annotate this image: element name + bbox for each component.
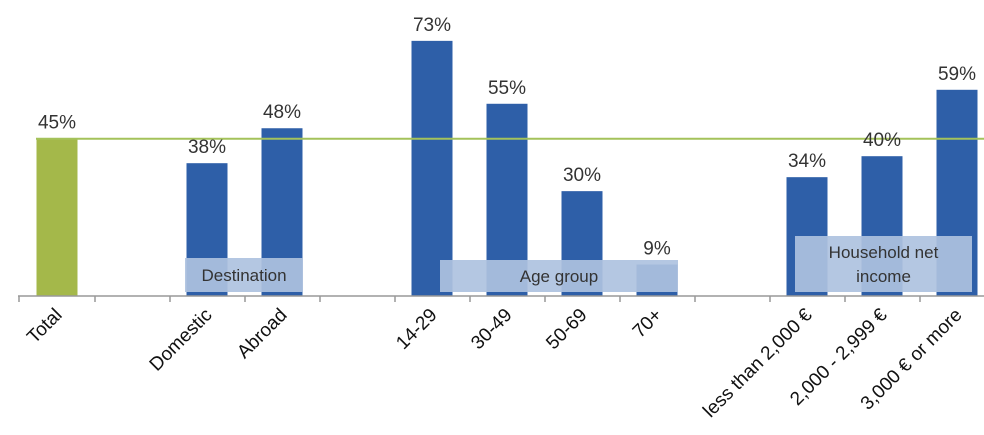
group-label-box-household-net-income xyxy=(795,236,972,292)
group-labels-layer: Destination Age group Household net income xyxy=(185,236,972,292)
group-label-box-age-group xyxy=(440,260,678,292)
value-label-domestic: 38% xyxy=(188,137,226,158)
group-label-destination: Destination xyxy=(201,266,286,285)
bar-total xyxy=(36,138,78,296)
group-label-age-group: Age group xyxy=(520,267,598,286)
value-label-total: 45% xyxy=(38,113,76,134)
group-label-household-net-income: Household net income xyxy=(829,243,939,286)
x-tick-label-domestic: Domestic xyxy=(146,305,217,376)
bar-14-29 xyxy=(411,40,453,296)
value-label-less-than-2-000-eur: 34% xyxy=(788,151,826,172)
x-tick-labels-layer: Total Domestic Abroad 14-29 30-49 50-69 70+ les… xyxy=(23,304,966,421)
value-label-30-49: 55% xyxy=(488,78,526,99)
x-tick-label-30-49: 30-49 xyxy=(467,305,516,354)
x-tick-label-14-29: 14-29 xyxy=(392,305,441,354)
value-labels-layer: 45% 38% 48% 73% 55% 30% 9% 34% 40% 59% xyxy=(38,15,976,260)
x-tick-label-total: Total xyxy=(23,305,66,348)
x-axis-ticks-layer xyxy=(18,296,921,302)
value-label-2-000-2-999-eur: 40% xyxy=(863,130,901,151)
x-tick-label-abroad: Abroad xyxy=(233,305,291,363)
value-label-14-29: 73% xyxy=(413,15,451,36)
value-label-70: 9% xyxy=(643,239,671,260)
value-label-3-000-eur-or-more: 59% xyxy=(938,64,976,85)
value-label-abroad: 48% xyxy=(263,102,301,123)
group-label-box-destination xyxy=(185,258,303,292)
x-tick-label-50-69: 50-69 xyxy=(542,305,591,354)
x-tick-label-70: 70+ xyxy=(629,305,667,343)
value-label-50-69: 30% xyxy=(563,165,601,186)
